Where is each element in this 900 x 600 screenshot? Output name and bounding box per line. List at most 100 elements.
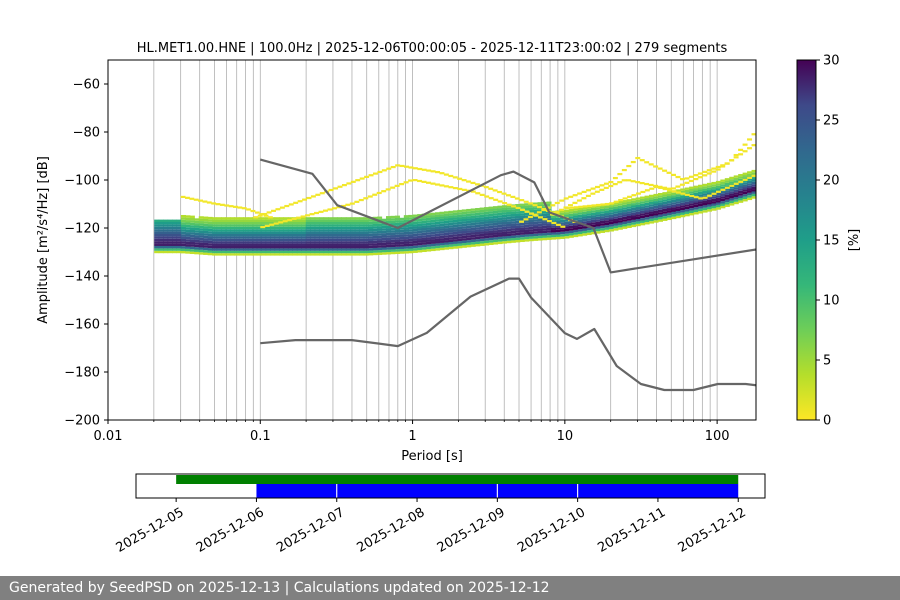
psd-cell	[328, 229, 334, 232]
psd-cell	[194, 249, 200, 252]
psd-cell	[283, 217, 289, 220]
psd-cell	[194, 225, 200, 228]
psd-cell	[466, 223, 472, 226]
psd-cell	[328, 236, 334, 239]
psd-cell	[189, 237, 195, 240]
psd-cell	[675, 210, 681, 214]
psd-cell	[265, 222, 271, 225]
psd-cell	[336, 234, 343, 237]
psd-cell	[742, 175, 748, 178]
psd-cell	[252, 236, 258, 239]
psd-cell	[680, 188, 686, 191]
psd-cell	[403, 234, 409, 237]
psd-cell	[207, 233, 213, 237]
psd-cell	[412, 231, 418, 234]
psd-cell	[354, 246, 360, 249]
psd-cell	[287, 243, 293, 246]
psd-cell	[604, 217, 610, 221]
psd-cell	[457, 221, 463, 225]
psd-cell	[194, 247, 200, 250]
psd-cell	[564, 233, 570, 237]
psd-cell	[408, 236, 414, 239]
colorbar-tick-label: 0	[823, 414, 831, 429]
psd-cell	[332, 241, 338, 244]
colorbar	[796, 59, 817, 421]
psd-cell	[403, 246, 409, 249]
psd-cell	[461, 221, 467, 224]
psd-cell	[266, 211, 272, 214]
psd-cell	[501, 238, 507, 242]
colorbar-label: [%]	[847, 229, 862, 252]
psd-cell	[408, 217, 414, 220]
psd-cell	[542, 211, 548, 214]
psd-cell	[426, 249, 432, 252]
psd-cell	[287, 217, 293, 220]
psd-cell	[283, 250, 289, 254]
psd-cell	[212, 245, 218, 249]
psd-cell	[662, 187, 668, 191]
psd-cell	[488, 187, 494, 190]
psd-cell	[377, 252, 383, 255]
psd-cell	[221, 234, 227, 237]
psd-cell	[720, 201, 726, 204]
psd-cell	[555, 220, 561, 223]
psd-cell	[394, 215, 400, 219]
psd-cell	[711, 203, 717, 206]
psd-cell	[332, 250, 338, 254]
psd-cell	[301, 231, 307, 234]
psd-cell	[475, 215, 481, 218]
psd-cell	[163, 236, 169, 239]
psd-cell	[680, 190, 686, 194]
psd-cell	[435, 233, 441, 237]
psd-cell	[273, 222, 279, 225]
psd-cell	[533, 202, 539, 205]
psd-cell	[363, 248, 369, 251]
psd-cell	[328, 238, 334, 242]
psd-cell	[435, 229, 441, 232]
psd-cell	[461, 245, 467, 248]
psd-cell	[639, 159, 645, 162]
psd-cell	[733, 182, 739, 185]
psd-cell	[501, 224, 507, 227]
psd-cell	[345, 231, 351, 234]
psd-cell	[649, 216, 655, 219]
psd-cell	[439, 211, 445, 215]
psd-cell	[733, 184, 739, 188]
psd-cell	[484, 235, 490, 239]
psd-cell	[751, 193, 756, 197]
psd-cell	[372, 216, 378, 220]
psd-cell	[461, 233, 467, 236]
psd-cell	[693, 200, 699, 203]
psd-cell	[345, 226, 351, 230]
psd-cell	[488, 211, 494, 214]
psd-cell	[671, 195, 677, 198]
psd-cell	[649, 194, 655, 198]
psd-cell	[185, 220, 191, 223]
psd-cell	[421, 247, 427, 250]
psd-cell	[510, 209, 516, 212]
psd-cell	[261, 229, 267, 232]
psd-cell	[390, 227, 396, 231]
psd-cell	[626, 218, 632, 221]
psd-cell	[680, 205, 686, 208]
psd-cell	[528, 207, 534, 211]
psd-cell	[604, 229, 610, 233]
psd-cell	[631, 194, 637, 197]
psd-cell	[261, 243, 267, 246]
psd-cell	[390, 235, 396, 238]
psd-cell	[403, 231, 409, 235]
psd-cell	[662, 211, 668, 214]
psd-cell	[341, 238, 347, 242]
psd-cell	[198, 242, 204, 246]
psd-cell	[408, 226, 414, 230]
psd-cell	[470, 234, 476, 238]
psd-cell	[550, 237, 556, 240]
psd-cell	[408, 214, 414, 218]
psd-cell	[341, 253, 347, 256]
psd-cell	[751, 177, 756, 180]
psd-cell	[604, 225, 610, 228]
psd-cell	[497, 227, 503, 230]
psd-cell	[657, 195, 663, 198]
psd-cell	[368, 250, 374, 254]
psd-cell	[435, 231, 441, 234]
